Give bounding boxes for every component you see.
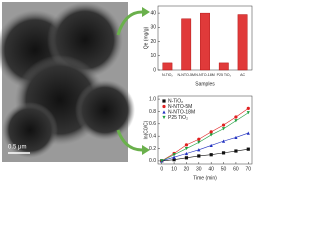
- legend-marker: [162, 99, 166, 103]
- marker: [234, 115, 238, 119]
- series-line: [161, 112, 249, 162]
- marker: [172, 153, 176, 157]
- marker: [221, 127, 226, 131]
- marker: [209, 143, 213, 148]
- legend-label: N-TiO₂: [168, 98, 183, 104]
- y-tick-label: 0.8: [149, 109, 156, 115]
- series-line: [161, 132, 249, 162]
- y-tick-label: 40: [150, 10, 156, 16]
- marker: [234, 149, 238, 153]
- marker: [172, 158, 176, 162]
- marker: [209, 133, 213, 137]
- marker: [234, 119, 238, 123]
- y-tick-label: 0.4: [149, 134, 156, 140]
- x-tick-label: 10: [171, 166, 177, 172]
- y-tick-label: 0.0: [149, 158, 156, 164]
- marker: [160, 159, 164, 163]
- x-tick-label: 40: [208, 166, 214, 172]
- marker: [172, 155, 176, 159]
- marker: [221, 151, 226, 155]
- marker: [246, 147, 250, 151]
- x-tick-label: 50: [221, 166, 227, 172]
- marker: [246, 131, 250, 135]
- marker: [209, 130, 213, 134]
- legend-label: P25 TiO₂: [168, 115, 188, 121]
- bar: [200, 12, 210, 71]
- legend-marker: [162, 104, 166, 109]
- plot-frame: [157, 95, 253, 165]
- x-axis-label: Time (min): [193, 175, 217, 181]
- marker: [184, 146, 189, 151]
- bar: [237, 14, 248, 71]
- y-tick-label: 0: [153, 67, 156, 73]
- series-line: [161, 108, 249, 162]
- y-tick-label: 10: [150, 53, 156, 59]
- bar: [218, 62, 229, 71]
- x-tick-label: 70: [246, 166, 252, 172]
- arrow-head: [142, 145, 150, 155]
- marker: [221, 139, 226, 143]
- marker: [197, 154, 201, 158]
- x-tick-label: N-NTO-5M: [177, 73, 195, 77]
- y-tick-label: 30: [150, 25, 156, 31]
- legend-marker: [162, 110, 166, 114]
- y-tick-label: 0.2: [149, 146, 156, 152]
- x-tick-label: N-NTO-18M: [195, 73, 215, 77]
- legend-marker: [162, 115, 166, 120]
- bar: [162, 62, 173, 71]
- y-axis-label: ln(C0/C): [143, 120, 149, 139]
- y-axis-label: Qe (mg/g): [143, 26, 149, 49]
- x-tick-label: N-TiO₂: [162, 73, 173, 77]
- y-tick-label: 1.0: [149, 96, 156, 102]
- scale-bar-label: 0.5 μm: [8, 145, 26, 151]
- marker: [221, 123, 226, 127]
- marker: [197, 137, 201, 141]
- y-tick-label: 0.6: [149, 121, 156, 127]
- marker: [246, 106, 250, 110]
- bar: [181, 18, 192, 71]
- legend-label: N-NTO-5M: [168, 104, 192, 110]
- legend-label: N-NTO-18M: [168, 109, 195, 115]
- marker: [184, 156, 189, 160]
- x-tick-label: 20: [184, 166, 190, 172]
- tem-image: 0.5 μm: [0, 2, 135, 162]
- y-tick-label: 20: [150, 39, 156, 45]
- arrow-head: [142, 7, 150, 17]
- marker: [184, 151, 189, 156]
- x-tick-label: 30: [196, 166, 202, 172]
- x-tick-label: P25 TiO₂: [217, 73, 232, 77]
- marker: [234, 135, 238, 140]
- marker: [246, 111, 250, 115]
- x-tick-label: 60: [233, 166, 239, 172]
- marker: [184, 143, 189, 147]
- marker: [197, 140, 201, 144]
- x-tick-label: 0: [160, 166, 163, 172]
- marker: [197, 148, 201, 152]
- x-axis-label: Samples: [195, 81, 215, 87]
- marker: [209, 153, 213, 157]
- x-tick-label: AC: [240, 73, 245, 77]
- arrows: [116, 10, 143, 152]
- series-line: [161, 148, 249, 162]
